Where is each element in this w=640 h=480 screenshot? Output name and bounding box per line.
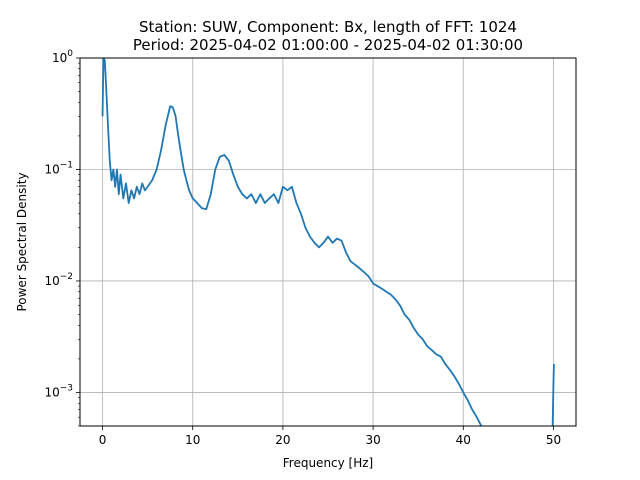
y-tick-label: 10−1 [44, 160, 73, 176]
x-tick-label: 50 [546, 433, 561, 447]
chart-title-line1: Station: SUW, Component: Bx, length of F… [139, 18, 517, 36]
y-tick-base: 10 [44, 385, 59, 399]
x-axis-label: Frequency [Hz] [283, 456, 374, 470]
x-tick-label: 20 [275, 433, 290, 447]
x-tick-label: 40 [456, 433, 471, 447]
y-tick-label: 100 [52, 49, 73, 65]
psd-series-line [101, 58, 555, 426]
y-tick-base: 10 [44, 274, 59, 288]
y-tick-exponent: −2 [60, 272, 73, 282]
y-tick-base: 10 [52, 51, 67, 65]
y-tick-label: 10−2 [44, 272, 73, 288]
y-tick-label: 10−3 [44, 383, 73, 399]
x-tick-label: 30 [365, 433, 380, 447]
x-axis-ticks: 0 10 20 30 40 50 [99, 426, 561, 447]
y-tick-base: 10 [44, 162, 59, 176]
x-tick-label: 10 [185, 433, 200, 447]
y-axis-label: Power Spectral Density [15, 172, 29, 311]
y-tick-exponent: −1 [60, 160, 73, 170]
grid-lines [80, 57, 576, 426]
y-tick-exponent: 0 [67, 49, 73, 59]
plot-frame [79, 57, 577, 427]
chart-title-line2: Period: 2025-04-02 01:00:00 - 2025-04-02… [133, 36, 523, 54]
y-tick-exponent: −3 [60, 383, 73, 393]
x-tick-label: 0 [99, 433, 107, 447]
